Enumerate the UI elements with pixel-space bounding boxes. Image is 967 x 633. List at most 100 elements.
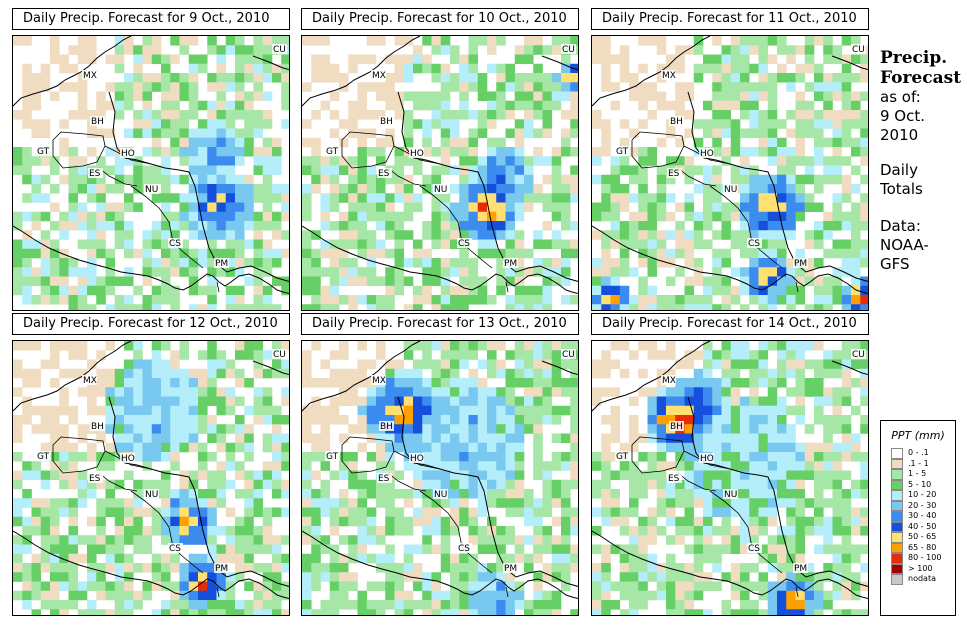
precip-cell: [777, 276, 787, 287]
precip-cell: [477, 387, 488, 397]
precip-cell: [431, 590, 442, 601]
precip-cell: [40, 498, 51, 508]
precip-cell: [272, 221, 282, 231]
precip-cell: [721, 211, 732, 222]
precip-cell: [533, 415, 543, 425]
precip-cell: [366, 276, 377, 287]
precip-cell: [758, 359, 769, 370]
precip-cell: [601, 193, 611, 203]
precip-cell: [440, 516, 451, 527]
precip-cell: [684, 600, 695, 610]
precip-cell: [814, 442, 824, 453]
precip-cell: [730, 295, 741, 305]
precip-cell: [124, 267, 134, 277]
precip-cell: [601, 442, 611, 453]
precip-cell: [758, 36, 769, 46]
precip-cell: [114, 63, 125, 74]
precip-cell: [610, 100, 621, 111]
precip-cell: [450, 350, 460, 360]
precip-cell: [366, 535, 377, 545]
precip-cell: [142, 147, 153, 157]
precip-cell: [656, 91, 667, 102]
precip-cell: [832, 461, 843, 471]
precip-cell: [142, 526, 153, 536]
precip-cell: [832, 572, 843, 582]
precip-cell: [262, 535, 273, 545]
precip-cell: [749, 442, 759, 453]
precip-cell: [320, 507, 331, 518]
precip-cell: [151, 174, 162, 185]
precip-cell: [216, 211, 227, 222]
precip-cell: [77, 45, 88, 55]
precip-cell: [422, 590, 432, 601]
precip-cell: [124, 193, 134, 203]
precip-cell: [814, 452, 824, 462]
precip-cell: [68, 193, 79, 203]
precip-cell: [235, 54, 245, 65]
precip-cell: [394, 590, 405, 601]
precip-cell: [422, 479, 432, 490]
precip-cell: [161, 184, 171, 194]
precip-cell: [629, 165, 639, 176]
precip-cell: [767, 239, 778, 250]
precip-cell: [730, 341, 741, 351]
precip-cell: [170, 378, 180, 388]
precip-cell: [440, 45, 451, 55]
precip-cell: [31, 73, 42, 83]
precip-cell: [786, 45, 796, 55]
precip-cell: [124, 359, 134, 370]
precip-cell: [431, 572, 442, 582]
precip-cell: [161, 442, 171, 453]
precip-cell: [703, 165, 713, 176]
precip-cell: [712, 184, 722, 194]
precip-cell: [385, 442, 395, 453]
precip-cell: [841, 581, 852, 592]
precip-cell: [188, 285, 199, 296]
precip-cell: [619, 572, 630, 582]
precip-cell: [730, 202, 741, 213]
precip-cell: [619, 507, 630, 518]
precip-cell: [320, 378, 331, 388]
precip-cell: [468, 36, 479, 46]
precip-cell: [804, 239, 815, 250]
precip-cell: [786, 507, 796, 518]
precip-cell: [468, 415, 479, 425]
precip-cell: [533, 230, 543, 240]
precip-cell: [841, 100, 852, 111]
precip-cell: [450, 45, 460, 55]
precip-cell: [142, 442, 153, 453]
precip-cell: [749, 174, 759, 185]
precip-cell: [422, 526, 432, 536]
precip-cell: [514, 193, 525, 203]
precip-cell: [777, 461, 787, 471]
precip-cell: [329, 285, 340, 296]
precip-cell: [524, 553, 534, 564]
precip-cell: [795, 350, 806, 360]
precip-cell: [311, 63, 321, 74]
precip-cell: [50, 415, 60, 425]
precip-cell: [656, 470, 667, 481]
precip-cell: [477, 507, 488, 518]
precip-cell: [244, 544, 254, 555]
precip-cell: [348, 535, 358, 545]
precip-cell: [235, 110, 245, 120]
precip-cell: [385, 73, 395, 83]
precip-cell: [68, 267, 79, 277]
precip-cell: [487, 387, 497, 397]
precip-cell: [533, 572, 543, 582]
precip-cell: [505, 572, 516, 582]
precip-cell: [468, 433, 479, 444]
precip-cell: [394, 276, 405, 287]
precip-cell: [459, 452, 469, 462]
precip-cell: [505, 221, 516, 231]
precip-cell: [40, 415, 51, 425]
precip-cell: [749, 563, 759, 573]
precip-cell: [629, 73, 639, 83]
precip-cell: [105, 267, 116, 277]
country-label-bg: [661, 375, 676, 385]
precip-cell: [656, 415, 667, 425]
precip-cell: [339, 563, 349, 573]
precip-cell: [151, 387, 162, 397]
precip-cell: [740, 147, 750, 157]
precip-cell: [431, 147, 442, 157]
